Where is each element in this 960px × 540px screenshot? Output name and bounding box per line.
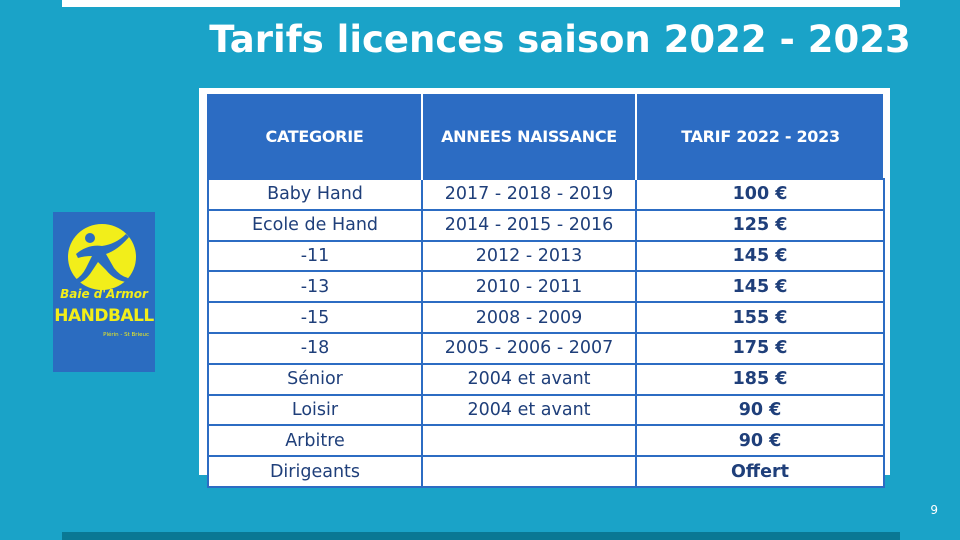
cell-tarif: 100 €	[635, 178, 885, 211]
logo-text-club: Baie d'Armor	[60, 287, 148, 301]
cell-categorie: Loisir	[207, 393, 423, 427]
header-categorie: CATEGORIE	[208, 94, 423, 179]
cell-categorie: Sénior	[207, 362, 423, 396]
cell-tarif: 90 €	[635, 393, 885, 427]
cell-annees: 2010 - 2011	[421, 270, 637, 304]
table-row: Dirigeants Offert	[207, 455, 885, 488]
cell-categorie: Baby Hand	[207, 178, 423, 211]
header-annees-naissance: ANNEES NAISSANCE	[422, 94, 637, 179]
cell-tarif: 155 €	[635, 301, 885, 334]
cell-tarif: 175 €	[635, 331, 885, 365]
cell-categorie: -13	[207, 270, 423, 304]
cell-annees: 2005 - 2006 - 2007	[421, 331, 637, 365]
table-row: Sénior 2004 et avant 185 €	[207, 362, 885, 396]
table-header-row: CATEGORIE ANNEES NAISSANCE TARIF 2022 - …	[208, 94, 884, 179]
cell-tarif: Offert	[635, 455, 885, 488]
table-row: -11 2012 - 2013 145 €	[207, 239, 885, 273]
cell-tarif: 145 €	[635, 270, 885, 304]
tarifs-table: CATEGORIE ANNEES NAISSANCE TARIF 2022 - …	[207, 94, 885, 488]
cell-tarif: 90 €	[635, 424, 885, 458]
cell-categorie: Ecole de Hand	[207, 208, 423, 242]
cell-annees: 2004 et avant	[421, 393, 637, 427]
cell-tarif: 145 €	[635, 239, 885, 273]
slide-title: Tarifs licences saison 2022 - 2023	[209, 18, 911, 61]
header-tarif: TARIF 2022 - 2023	[681, 126, 840, 146]
handball-player-icon	[68, 224, 136, 290]
cell-categorie: -11	[207, 239, 423, 273]
cell-annees: 2012 - 2013	[421, 239, 637, 273]
tarifs-table-card: CATEGORIE ANNEES NAISSANCE TARIF 2022 - …	[199, 88, 890, 488]
cell-tarif: 185 €	[635, 362, 885, 396]
cell-tarif: 125 €	[635, 208, 885, 242]
table-row: Baby Hand 2017 - 2018 - 2019 100 €	[207, 178, 885, 211]
table-row: -15 2008 - 2009 155 €	[207, 301, 885, 334]
table-row: -13 2010 - 2011 145 €	[207, 270, 885, 304]
cell-annees: 2014 - 2015 - 2016	[421, 208, 637, 242]
cell-categorie: Dirigeants	[207, 455, 423, 488]
cell-categorie: -18	[207, 331, 423, 365]
club-logo: Baie d'Armor HANDBALL Plérin - St Brieuc	[53, 212, 155, 372]
logo-text-handball: HANDBALL	[54, 306, 154, 326]
cell-annees	[421, 424, 637, 458]
cell-categorie: Arbitre	[207, 424, 423, 458]
bottom-strip	[62, 532, 900, 540]
cell-annees: 2008 - 2009	[421, 301, 637, 334]
table-row: Loisir 2004 et avant 90 €	[207, 393, 885, 427]
table-row: -18 2005 - 2006 - 2007 175 €	[207, 331, 885, 365]
top-strip	[62, 0, 900, 7]
cell-categorie: -15	[207, 301, 423, 334]
table-row: Ecole de Hand 2014 - 2015 - 2016 125 €	[207, 208, 885, 242]
cell-annees: 2004 et avant	[421, 362, 637, 396]
table-row: Arbitre 90 €	[207, 424, 885, 458]
cell-annees	[421, 455, 637, 488]
cell-annees: 2017 - 2018 - 2019	[421, 178, 637, 211]
page-number: 9	[930, 503, 938, 517]
logo-text-city: Plérin - St Brieuc	[103, 332, 149, 338]
tarifs-table-container: CATEGORIE ANNEES NAISSANCE TARIF 2022 - …	[207, 94, 885, 488]
